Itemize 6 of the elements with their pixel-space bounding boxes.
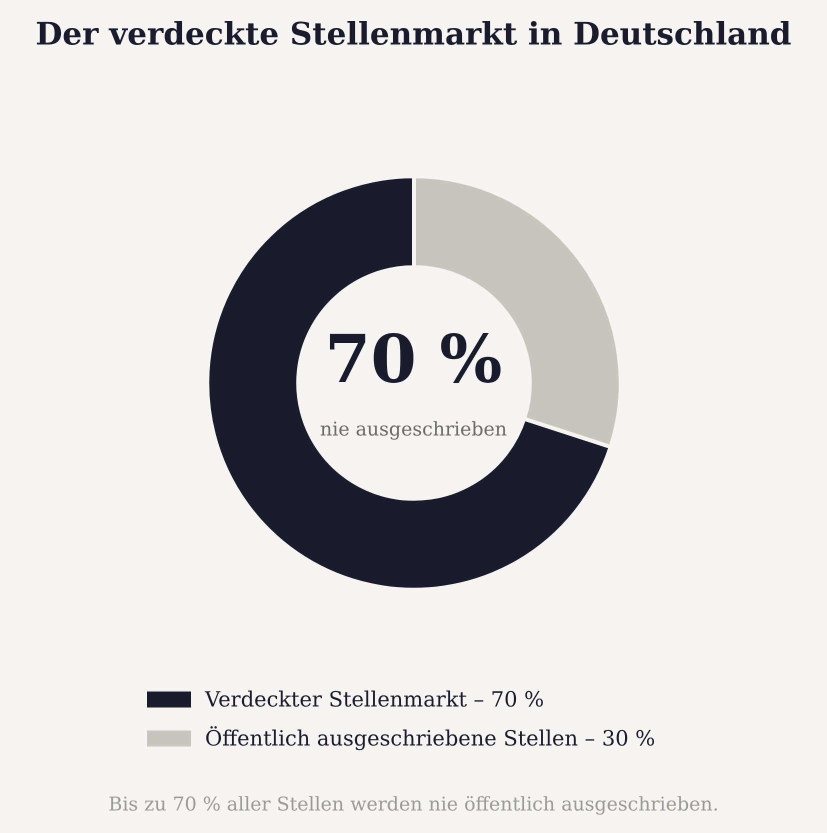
text: nie ausgeschrieben	[320, 418, 508, 440]
legend-label: Öffentlich ausgeschriebene Stellen – 30 %	[205, 726, 656, 750]
chart-title: Der verdeckte Stellenmarkt in Deutschland	[36, 16, 792, 52]
legend-label: Verdeckter Stellenmarkt – 70 %	[204, 688, 544, 712]
text: 70 %	[324, 320, 502, 398]
text: Bis zu 70 % aller Stellen werden nie öffentlich ausgeschrieben.	[108, 794, 719, 816]
